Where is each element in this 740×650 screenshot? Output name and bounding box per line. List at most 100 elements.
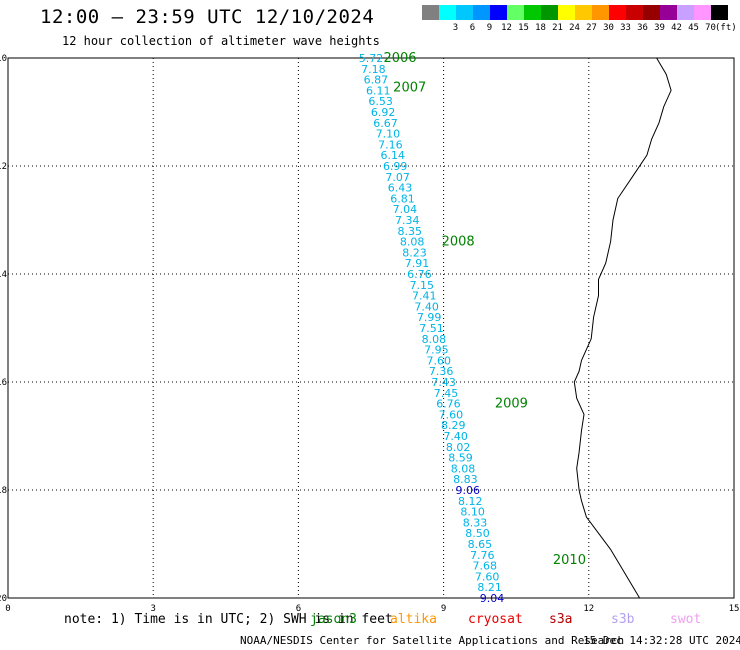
note-text: note: 1) Time is in UTC; 2) SWH is in fe… xyxy=(64,612,393,627)
y-tick-label: -14 xyxy=(0,270,7,280)
swh-value-label: 5.72 xyxy=(359,52,384,65)
swh-value-label: 6.92 xyxy=(371,106,396,119)
x-tick-label: 0 xyxy=(5,604,10,614)
swh-value-label: 6.81 xyxy=(390,192,415,205)
time-label: 2007 xyxy=(393,81,426,96)
scale-label: 6 xyxy=(469,23,476,33)
swh-value-label: 6.76 xyxy=(436,398,461,411)
scale-label: 21 xyxy=(552,23,563,33)
swh-value-label: 6.11 xyxy=(366,84,391,97)
scale-label: 70 xyxy=(705,23,716,33)
time-label: 2009 xyxy=(495,397,528,412)
page-subtitle: 12 hour collection of altimeter wave hei… xyxy=(62,34,380,48)
scale-swatch xyxy=(541,5,558,20)
scale-swatch xyxy=(456,5,473,20)
scale-label: 24 xyxy=(569,23,580,33)
time-label: 2006 xyxy=(383,51,416,66)
x-tick-label: 12 xyxy=(583,604,594,614)
scale-label: 15 xyxy=(518,23,529,33)
time-label: 2008 xyxy=(442,235,475,250)
satellite-legend-s3a: s3a xyxy=(549,612,573,627)
swh-value-label: 8.12 xyxy=(458,495,483,508)
satellite-legend-swot: swot xyxy=(670,612,702,627)
swh-value-label: 8.10 xyxy=(460,506,485,519)
scale-swatch xyxy=(507,5,524,20)
x-tick-label: 9 xyxy=(441,604,446,614)
scale-swatch xyxy=(558,5,575,20)
swh-value-label: 7.43 xyxy=(431,376,456,389)
swh-value-label: 7.91 xyxy=(405,257,430,270)
scale-swatch xyxy=(439,5,456,20)
y-tick-label: -16 xyxy=(0,378,7,388)
swh-value-label: 8.23 xyxy=(402,246,427,259)
footer-timestamp: 15 Dec 14:32:28 UTC 2024 xyxy=(583,634,740,647)
swh-value-label: 8.50 xyxy=(465,527,490,540)
scale-swatch xyxy=(626,5,643,20)
swh-value-label: 7.07 xyxy=(385,171,410,184)
swh-value-label: 6.99 xyxy=(383,160,408,173)
scale-swatch xyxy=(643,5,660,20)
swh-value-label: 7.40 xyxy=(443,430,468,443)
swh-value-label: 6.14 xyxy=(381,149,406,162)
swh-value-label: 8.59 xyxy=(448,452,473,465)
swh-value-label: 8.65 xyxy=(468,538,493,551)
swh-value-label: 7.68 xyxy=(472,560,497,573)
scale-swatch xyxy=(473,5,490,20)
swh-value-label: 8.08 xyxy=(400,236,425,249)
scale-label: 12 xyxy=(501,23,512,33)
swh-value-label: 7.10 xyxy=(376,128,401,141)
x-tick-label: 15 xyxy=(729,604,740,614)
y-tick-label: -10 xyxy=(0,54,7,64)
time-label: 2010 xyxy=(553,553,586,568)
swh-value-label: 8.21 xyxy=(477,581,502,594)
scale-swatch xyxy=(711,5,728,20)
swh-value-label: 6.43 xyxy=(388,182,413,195)
x-tick-label: 6 xyxy=(296,604,301,614)
swh-value-label: 7.34 xyxy=(395,214,420,227)
scale-swatch xyxy=(609,5,626,20)
scale-label: 33 xyxy=(620,23,631,33)
scale-label: 3 xyxy=(452,23,459,33)
swh-value-label: 7.60 xyxy=(427,354,452,367)
scale-swatch xyxy=(660,5,677,20)
swh-value-label: 8.08 xyxy=(451,462,476,475)
swh-value-label: 8.33 xyxy=(463,516,488,529)
satellite-legend-s3b: s3b xyxy=(611,612,635,627)
footer-center-name: NOAA/NESDIS Center for Satellite Applica… xyxy=(240,634,625,647)
swh-value-label: 6.87 xyxy=(364,74,389,87)
satellite-legend-altika: altika xyxy=(390,612,437,627)
swh-value-label: 8.02 xyxy=(446,441,471,454)
y-tick-label: -20 xyxy=(0,594,7,604)
swh-value-label: 6.53 xyxy=(368,95,393,108)
scale-unit: (ft) xyxy=(715,23,737,33)
swh-value-label: 7.99 xyxy=(417,311,442,324)
scale-label: 18 xyxy=(535,23,546,33)
swh-value-label: 7.36 xyxy=(429,365,454,378)
scale-label: 42 xyxy=(671,23,682,33)
swh-value-label: 7.15 xyxy=(410,279,435,292)
scale-swatch xyxy=(490,5,507,20)
swh-value-label: 7.45 xyxy=(434,387,459,400)
coastline xyxy=(573,57,672,599)
swh-value-label: 9.06 xyxy=(456,484,481,497)
swh-value-label: 7.18 xyxy=(361,63,386,76)
satellite-legend-jason3: jason3 xyxy=(310,612,357,627)
y-tick-label: -12 xyxy=(0,162,7,172)
swh-value-label: 8.29 xyxy=(441,419,466,432)
swh-value-label: 7.40 xyxy=(414,300,439,313)
scale-swatch xyxy=(694,5,711,20)
swh-value-label: 7.51 xyxy=(419,322,444,335)
swh-value-label: 7.95 xyxy=(424,344,449,357)
scale-swatch xyxy=(592,5,609,20)
scale-swatch xyxy=(575,5,592,20)
scale-swatch xyxy=(677,5,694,20)
scale-label: 36 xyxy=(637,23,648,33)
swh-value-label: 8.83 xyxy=(453,473,478,486)
scale-swatch xyxy=(422,5,439,20)
swh-value-label: 7.41 xyxy=(412,290,437,303)
swh-value-label: 6.76 xyxy=(407,268,432,281)
swh-value-label: 7.16 xyxy=(378,138,403,151)
swh-value-label: 7.04 xyxy=(393,203,418,216)
swh-value-label: 7.76 xyxy=(470,549,495,562)
